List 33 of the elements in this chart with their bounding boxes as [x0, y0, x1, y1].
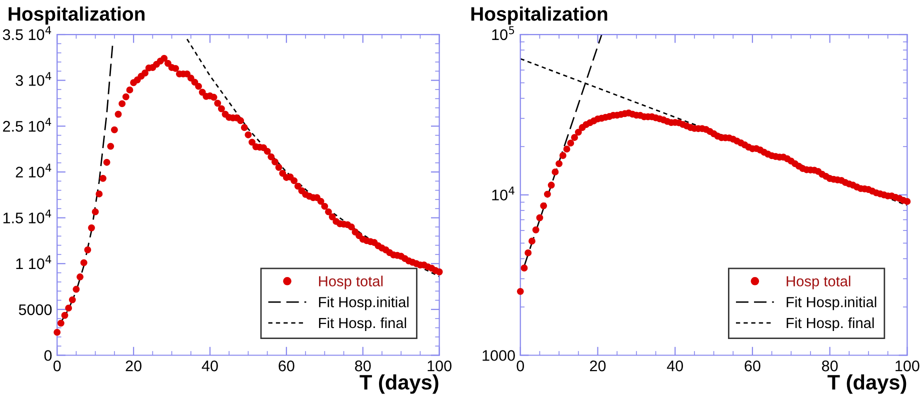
x-tick-label: 40: [666, 360, 683, 372]
y-tick-label: 10$^{4}$: [492, 186, 514, 200]
x-tick-label: 40: [202, 360, 218, 372]
y-tick-label: 10$^{5}$: [492, 26, 514, 40]
legend-label: Fit Hosp.initial: [786, 296, 876, 310]
x-tick-label: 80: [355, 360, 371, 372]
x-tick-label: 60: [278, 360, 294, 372]
legend-label: Fit Hosp. final: [786, 317, 874, 332]
x-tick-label: 80: [822, 360, 838, 372]
y-tick-label: 2.5 10$^{4}$: [3, 118, 52, 132]
x-tick-label: 0: [516, 360, 524, 372]
chart-title: Hospitalization: [8, 6, 144, 25]
y-tick-label: 2 10$^{4}$: [16, 164, 52, 178]
y-tick-label: 5000: [18, 304, 52, 316]
legend-label: Hosp total: [319, 276, 383, 290]
y-tick-label: 3.5 10$^{4}$: [2, 26, 52, 40]
y-tick-label: 1.5 10$^{4}$: [3, 210, 52, 224]
x-tick-label: 100: [428, 360, 452, 372]
y-tick-label: 0: [44, 350, 52, 361]
y-tick-label: 3 10$^{4}$: [16, 72, 52, 86]
x-tick-label: 20: [126, 360, 142, 372]
x-tick-label: 60: [744, 360, 760, 372]
x-axis-title: T (days): [828, 374, 906, 394]
y-tick-label: 1 10$^{4}$: [16, 255, 52, 270]
x-tick-label: 0: [53, 360, 61, 372]
chart-title: Hospitalization: [471, 6, 608, 25]
y-tick-label: 1000: [482, 350, 515, 361]
legend-label: Hosp total: [786, 276, 850, 290]
legend-label: Fit Hosp. final: [319, 317, 406, 332]
x-tick-label: 100: [896, 360, 920, 372]
legend-label: Fit Hosp.initial: [319, 296, 408, 310]
x-axis-title: T (days): [360, 374, 438, 394]
x-tick-label: 20: [590, 360, 606, 372]
